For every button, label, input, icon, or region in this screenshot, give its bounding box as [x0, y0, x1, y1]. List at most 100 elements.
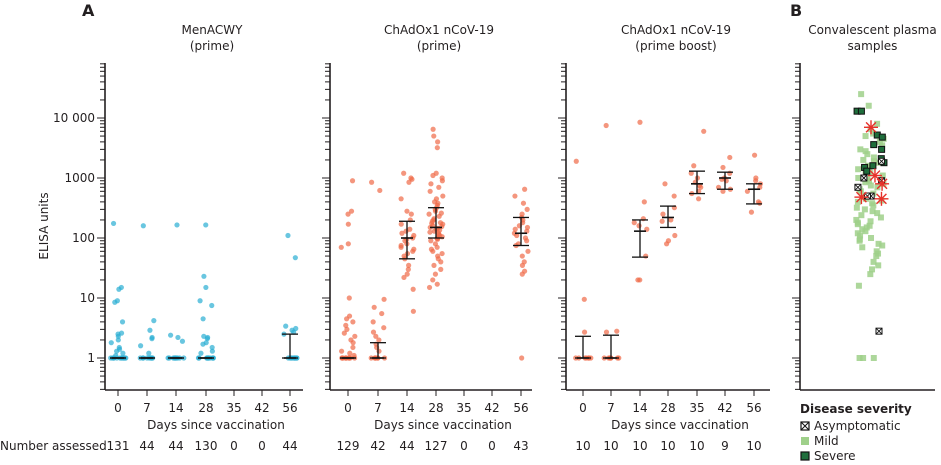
number-assessed-value: 0 — [488, 439, 496, 453]
data-point — [429, 220, 435, 227]
data-point — [376, 337, 382, 343]
data-point — [399, 230, 405, 236]
data-point — [147, 327, 153, 333]
data-point — [427, 188, 433, 194]
mild-point — [868, 235, 875, 241]
number-assessed-value: 127 — [425, 439, 448, 453]
data-point — [672, 232, 678, 239]
x-axis-label: Days since vaccination — [374, 418, 512, 432]
legend-cross-icon — [800, 421, 810, 431]
data-point — [439, 178, 445, 184]
asymptomatic-point — [878, 157, 886, 165]
y-tick-label: 100 — [72, 231, 95, 245]
number-assessed-value: 10 — [632, 439, 647, 453]
data-point — [431, 262, 437, 268]
number-assessed-value: 10 — [746, 439, 761, 453]
data-point — [203, 284, 209, 291]
data-point — [438, 210, 444, 216]
data-point — [110, 220, 117, 227]
y-tick-label: 1 — [87, 351, 95, 365]
data-point — [204, 336, 210, 342]
data-point — [671, 193, 677, 199]
legend-swatch-mild — [801, 437, 809, 445]
mild-point — [875, 262, 882, 269]
data-point — [519, 271, 525, 277]
data-point — [114, 348, 120, 354]
mild-point — [873, 253, 880, 260]
data-point — [346, 295, 352, 301]
legend-label: Mild — [814, 434, 839, 448]
data-point — [720, 188, 726, 194]
star-marker — [867, 168, 882, 183]
mild-point — [854, 221, 861, 228]
data-point — [438, 266, 444, 272]
x-tick-label: 28 — [660, 401, 675, 415]
x-tick-label: 56 — [282, 401, 297, 415]
data-point — [371, 304, 377, 310]
data-point — [514, 232, 520, 239]
x-axis-label: Days since vaccination — [611, 418, 749, 432]
data-point — [410, 286, 416, 292]
y-tick-label: 10 — [80, 291, 95, 305]
data-point — [435, 139, 441, 145]
x-tick-label: 56 — [513, 401, 528, 415]
data-point — [691, 163, 697, 169]
asymptomatic-point — [863, 192, 871, 200]
data-point — [524, 206, 530, 212]
data-point — [438, 259, 444, 265]
number-assessed-value: 44 — [168, 439, 183, 453]
asymptomatic-point — [854, 183, 862, 191]
y-tick-label: 1000 — [64, 171, 95, 185]
mild-point — [869, 208, 876, 215]
data-point — [369, 179, 375, 185]
star-marker — [854, 190, 869, 205]
asymptomatic-point — [860, 174, 868, 182]
mild-point — [855, 175, 862, 181]
data-point — [432, 271, 439, 277]
mild-point — [870, 130, 877, 137]
data-point — [200, 316, 206, 322]
mild-point — [876, 138, 883, 145]
mild-point — [859, 244, 866, 251]
number-assessed-value: 44 — [282, 439, 297, 453]
data-point — [349, 178, 356, 184]
x-tick-label: 0 — [344, 401, 352, 415]
data-point — [115, 337, 121, 343]
data-point — [344, 316, 350, 322]
number-assessed-value: 0 — [460, 439, 468, 453]
data-point — [662, 181, 668, 187]
data-point — [352, 333, 358, 339]
panel-title-line2: (prime) — [417, 39, 461, 53]
data-point — [525, 248, 531, 254]
data-point — [406, 262, 412, 268]
x-tick-label: 14 — [632, 401, 647, 415]
data-point — [119, 319, 126, 325]
x-axis-label: Days since vaccination — [147, 418, 285, 432]
mild-point — [857, 146, 864, 153]
data-point — [637, 119, 643, 125]
data-point — [179, 338, 186, 344]
mild-point — [858, 91, 865, 98]
data-point — [341, 330, 347, 336]
mild-point — [862, 228, 869, 235]
data-point — [209, 344, 215, 351]
data-point — [757, 200, 763, 206]
data-point — [426, 211, 432, 217]
legend-label: Asymptomatic — [814, 419, 901, 433]
number-assessed-value: 130 — [195, 439, 218, 453]
data-point — [209, 302, 215, 309]
x-tick-label: 0 — [114, 401, 122, 415]
data-point — [401, 274, 407, 281]
mild-point — [859, 226, 866, 233]
data-point — [283, 323, 289, 329]
legend-title: Disease severity — [800, 402, 912, 416]
number-assessed-label: Number assessed — [0, 439, 107, 453]
number-assessed-value: 44 — [399, 439, 414, 453]
data-point — [603, 122, 609, 129]
mild-point — [860, 355, 867, 361]
data-point — [434, 244, 440, 250]
data-point — [430, 126, 436, 132]
data-point — [520, 200, 527, 206]
data-point — [431, 216, 437, 222]
